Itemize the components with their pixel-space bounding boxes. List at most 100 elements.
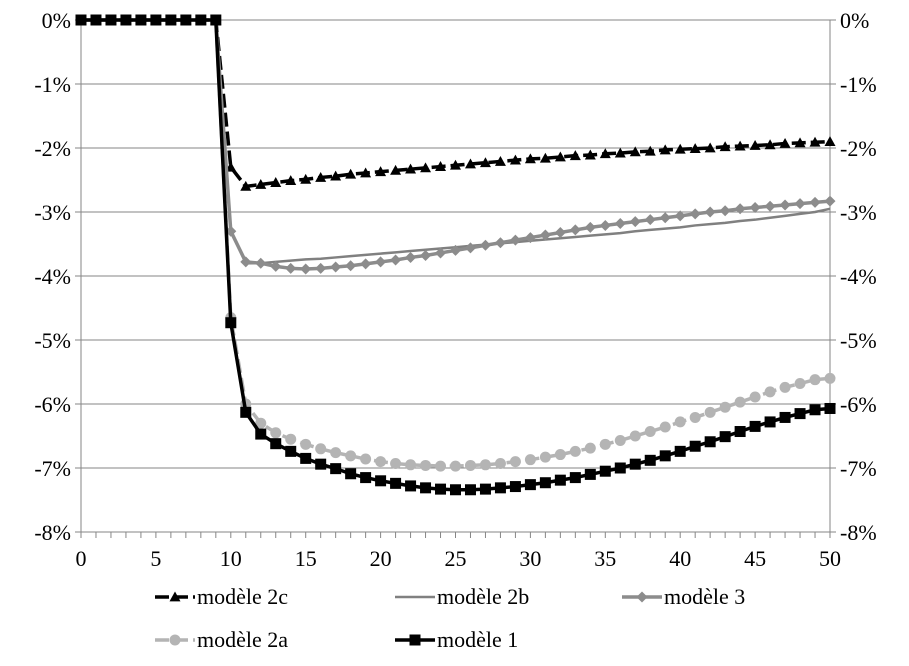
data-point <box>539 451 551 463</box>
data-point <box>794 408 806 420</box>
data-point <box>749 391 761 403</box>
data-point <box>464 484 476 496</box>
data-point <box>180 14 192 26</box>
data-point <box>764 200 776 212</box>
data-point <box>285 433 297 445</box>
data-point <box>779 199 791 211</box>
data-point <box>659 212 671 224</box>
y-tick-label-left: -1% <box>34 72 71 97</box>
data-point <box>509 456 521 468</box>
data-point <box>420 482 432 494</box>
legend-label: modèle 3 <box>664 584 745 609</box>
y-tick-label-right: -2% <box>840 136 877 161</box>
data-point <box>300 173 312 184</box>
data-point <box>420 162 432 173</box>
data-point <box>749 420 761 432</box>
series-line <box>81 18 831 271</box>
data-point <box>584 149 596 160</box>
data-point <box>360 167 372 178</box>
data-point <box>599 219 611 231</box>
data-point <box>584 468 596 480</box>
data-point <box>300 263 312 275</box>
data-point <box>135 14 147 26</box>
x-tick-label: 25 <box>445 546 467 571</box>
data-point <box>405 251 417 263</box>
data-point <box>255 257 267 269</box>
x-tick-label: 40 <box>669 546 691 571</box>
legend-item: modèle 2b <box>395 584 529 609</box>
data-point <box>824 372 836 384</box>
data-point <box>360 472 372 484</box>
data-point <box>405 459 417 471</box>
data-point <box>285 175 297 186</box>
data-point <box>240 406 252 418</box>
data-point <box>509 154 521 165</box>
data-point <box>779 381 791 393</box>
data-point <box>464 459 476 471</box>
data-point <box>390 458 402 470</box>
data-point <box>719 431 731 443</box>
data-point <box>779 411 791 423</box>
data-point <box>794 198 806 210</box>
data-point <box>375 456 387 468</box>
data-point <box>225 317 237 329</box>
data-point <box>75 14 87 26</box>
y-tick-label-left: -2% <box>34 136 71 161</box>
y-tick-label-right: -4% <box>840 264 877 289</box>
data-point <box>614 462 626 474</box>
data-point <box>689 143 701 154</box>
data-point <box>494 482 506 494</box>
data-point <box>629 146 641 157</box>
data-point <box>375 166 387 177</box>
data-point <box>120 14 132 26</box>
x-tick-label: 30 <box>519 546 541 571</box>
data-point <box>330 170 342 181</box>
series-modèle-2b <box>81 18 831 265</box>
data-point <box>494 155 506 166</box>
data-point <box>464 158 476 169</box>
data-point <box>674 210 686 222</box>
data-point <box>659 450 671 462</box>
x-tick-label: 0 <box>76 546 87 571</box>
data-point <box>719 205 731 217</box>
data-point <box>300 452 312 464</box>
data-point <box>105 14 117 26</box>
data-point <box>674 416 686 428</box>
series-modèle-2c <box>75 14 836 191</box>
data-point <box>554 151 566 162</box>
data-point <box>315 262 327 274</box>
y-tick-label-left: -6% <box>34 392 71 417</box>
data-point <box>689 208 701 220</box>
data-point <box>629 458 641 470</box>
data-point <box>315 171 327 182</box>
data-point <box>390 477 402 489</box>
data-point <box>614 218 626 230</box>
y-tick-label-left: 0% <box>42 8 71 33</box>
data-point <box>704 406 716 418</box>
data-point <box>674 143 686 154</box>
data-point <box>270 438 282 450</box>
data-point <box>315 443 327 455</box>
data-point <box>479 157 491 168</box>
y-tick-label-right: 0% <box>840 8 869 33</box>
y-tick-label-right: -7% <box>840 456 877 481</box>
data-point <box>360 258 372 270</box>
data-point <box>494 458 506 470</box>
data-point <box>435 247 447 259</box>
data-point <box>420 250 432 262</box>
data-point <box>734 140 746 151</box>
data-point <box>734 396 746 408</box>
y-tick-label-right: -5% <box>840 328 877 353</box>
data-point <box>409 634 421 646</box>
data-point <box>629 216 641 228</box>
data-point <box>375 256 387 268</box>
data-point <box>420 459 432 471</box>
data-point <box>636 591 648 603</box>
data-point <box>824 402 836 414</box>
y-axis-right-ticks: 0% -1% -2% -3% -4% -5% -6% -7% -8% <box>840 8 877 545</box>
data-point <box>614 434 626 446</box>
x-tick-label: 35 <box>594 546 616 571</box>
data-point <box>375 475 387 487</box>
x-axis-ticks: 0 5 10 15 20 25 30 35 40 45 50 <box>76 546 842 571</box>
legend: modèle 2c modèle 2b modèle 3 modèle 2a modèl… <box>155 584 745 652</box>
